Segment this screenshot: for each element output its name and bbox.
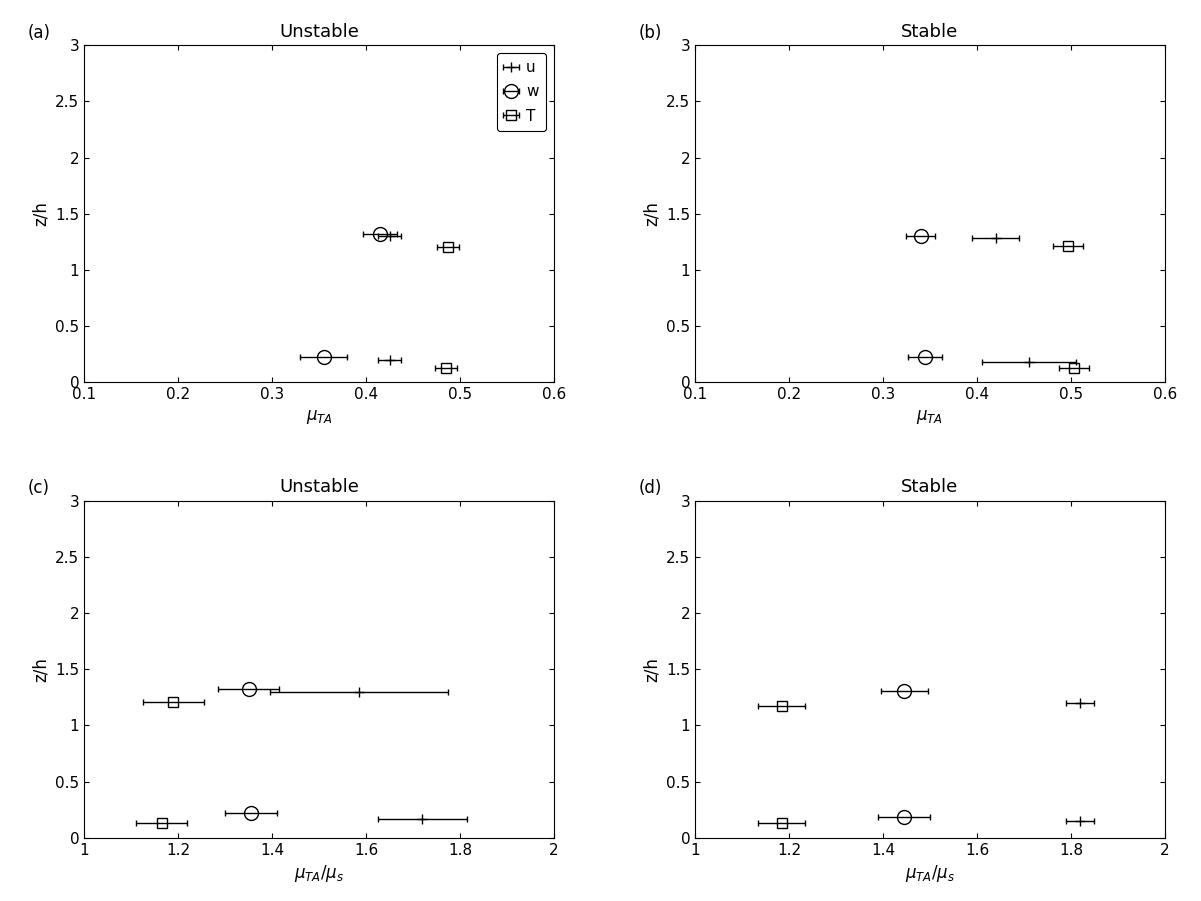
Title: Stable: Stable (902, 23, 958, 41)
Y-axis label: z/h: z/h (643, 201, 661, 226)
Title: Stable: Stable (902, 478, 958, 496)
Text: (a): (a) (28, 23, 50, 41)
Legend: u, w, T: u, w, T (497, 52, 546, 132)
X-axis label: $\mu_{TA}/\mu_s$: $\mu_{TA}/\mu_s$ (294, 863, 345, 885)
Y-axis label: z/h: z/h (31, 657, 49, 682)
Title: Unstable: Unstable (279, 23, 359, 41)
Text: (b): (b) (639, 23, 662, 41)
X-axis label: $\mu_{TA}$: $\mu_{TA}$ (916, 408, 944, 426)
Y-axis label: z/h: z/h (643, 657, 661, 682)
Text: (d): (d) (639, 479, 662, 497)
Title: Unstable: Unstable (279, 478, 359, 496)
X-axis label: $\mu_{TA}$: $\mu_{TA}$ (305, 408, 333, 426)
X-axis label: $\mu_{TA}/\mu_s$: $\mu_{TA}/\mu_s$ (904, 863, 955, 885)
Text: (c): (c) (28, 479, 49, 497)
Y-axis label: z/h: z/h (31, 201, 49, 226)
